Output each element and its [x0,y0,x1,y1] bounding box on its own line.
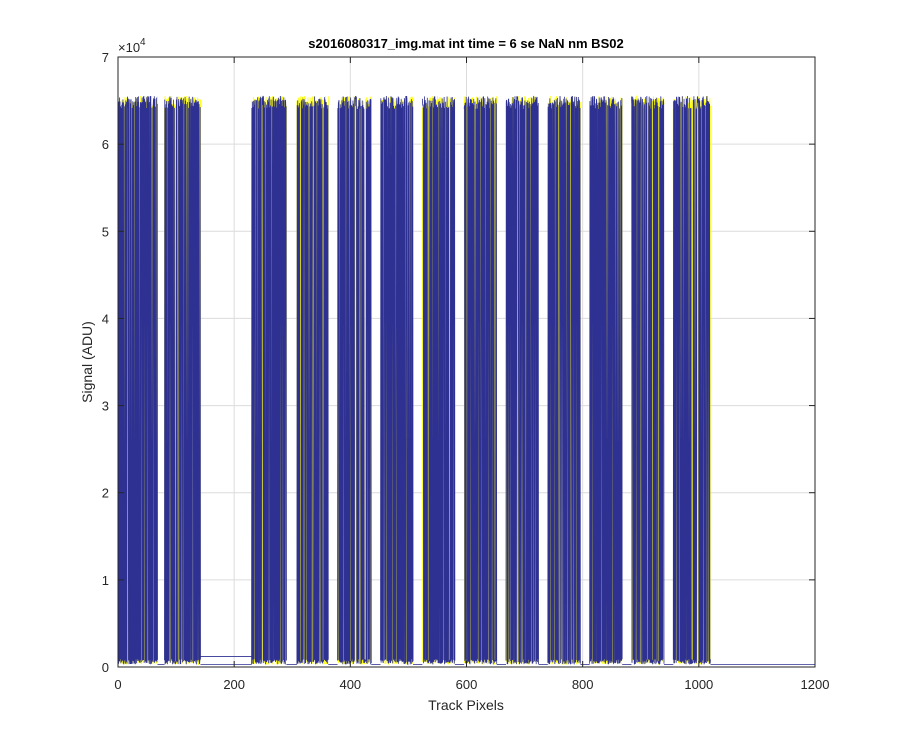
y-axis-label: Signal (ADU) [79,321,95,403]
series-blue-block [505,95,539,665]
y-tick-label: 4 [102,311,109,326]
y-tick-label: 6 [102,137,109,152]
series-blue-block [380,95,414,666]
x-tick-label: 600 [456,677,478,692]
series-blue-block [421,96,456,665]
y-tick-label: 5 [102,224,109,239]
series-layer [117,95,815,666]
y-exponent-power: 4 [140,37,146,48]
y-exponent: ×10 4 [118,37,146,55]
series-blue-block [117,95,158,665]
series-yellow-block [631,95,665,665]
x-tick-label: 1000 [684,677,713,692]
series-blue-block [547,95,581,665]
series-blue-block [337,95,372,665]
x-axis-label: Track Pixels [428,697,504,713]
y-tick-label: 2 [102,486,109,501]
x-tick-label: 0 [114,677,121,692]
ticks: 0 200 400 600 800 1000 1200 0 1 2 3 4 5 6 7 [102,50,830,692]
x-tick-label: 400 [339,677,361,692]
series-blue-block [631,95,665,665]
series-blue-block [589,95,623,665]
x-tick-label: 200 [223,677,245,692]
series-blue-block [164,96,201,665]
x-tick-label: 800 [572,677,594,692]
series-blue-block [463,96,498,665]
y-tick-label: 7 [102,50,109,65]
series-blue-block [251,95,287,665]
chart-title: s2016080317_img.mat int time = 6 se NaN … [308,36,623,51]
y-exponent-base: ×10 [118,40,140,55]
y-tick-label: 0 [102,660,109,675]
series-blue-block [296,96,329,665]
series-blue-block [672,96,711,665]
y-tick-label: 1 [102,573,109,588]
y-tick-label: 3 [102,399,109,414]
x-tick-label: 1200 [801,677,830,692]
